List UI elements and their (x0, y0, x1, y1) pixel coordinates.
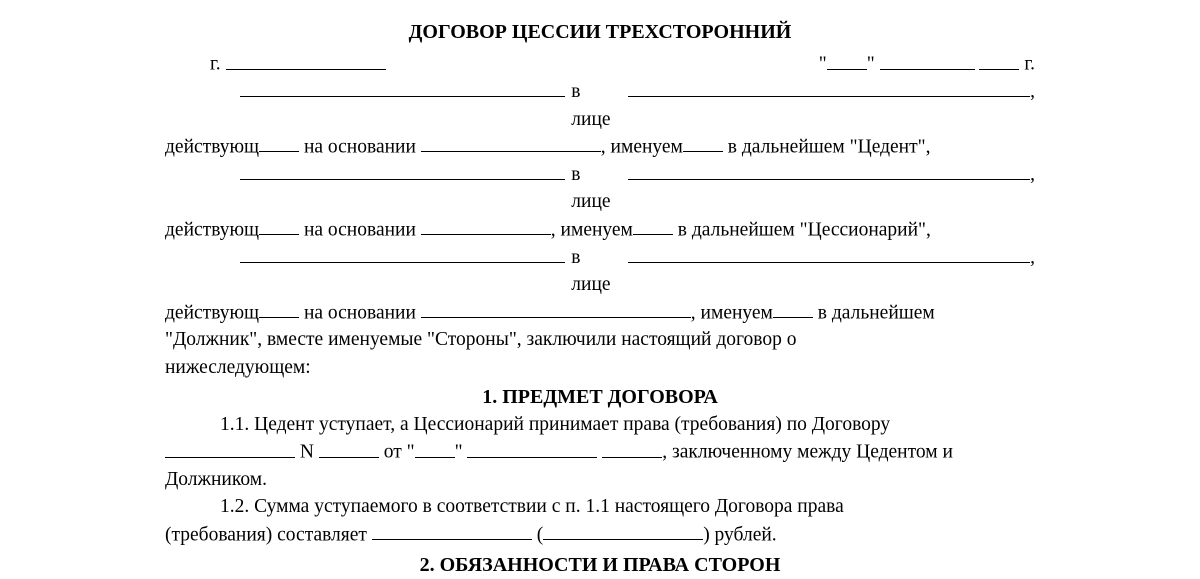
contract-day-blank (415, 438, 455, 458)
cessionary-name-line: в лице , (165, 161, 1035, 216)
clause-1-2-b: (требования) составляет ( ) рублей. (165, 521, 1035, 549)
day-blank (827, 50, 867, 70)
amount-num-blank (372, 521, 532, 541)
acting-1c: , именуем (601, 136, 683, 157)
cessionary-tail: в дальнейшем "Цессионарий", (673, 219, 931, 240)
acting-1b: на основании (299, 136, 421, 157)
together-line-1: "Должник", вместе именуемые "Стороны", з… (165, 326, 1035, 353)
debtor-name-line: в лице , (165, 244, 1035, 299)
cedent-rep-blank (628, 78, 1030, 98)
acting-3c: , именуем (691, 302, 773, 323)
acting-2c: , именуем (551, 219, 633, 240)
document-title: ДОГОВОР ЦЕССИИ ТРЕХСТОРОННИЙ (165, 18, 1035, 46)
acting-1a: действующ (165, 136, 259, 157)
contract-year-blank (602, 438, 662, 458)
document-page: ДОГОВОР ЦЕССИИ ТРЕХСТОРОННИЙ г. " " г. в … (0, 0, 1200, 579)
clause-1-2-b-head: (требования) составляет (165, 524, 372, 545)
cessionary-org-blank (240, 161, 565, 181)
year-label: г. (1024, 54, 1035, 75)
together-line-2: нижеследующем: (165, 354, 1035, 381)
section-1-title: 1. ПРЕДМЕТ ДОГОВОРА (165, 383, 1035, 411)
city-block: г. (210, 50, 386, 78)
contract-num-blank (319, 438, 379, 458)
cessionary-basis-line: действующ на основании , именуем в дальн… (165, 216, 1035, 244)
acting-2b: на основании (299, 219, 421, 240)
city-date-line: г. " " г. (165, 50, 1035, 78)
cessionary-rep-blank (628, 161, 1030, 181)
month-blank (880, 50, 975, 70)
cessionary-basis-blank (421, 216, 551, 236)
year-blank (979, 50, 1019, 70)
face-label-2: в лице (565, 161, 628, 216)
date-block: " " г. (819, 50, 1035, 78)
cedent-basis-blank (421, 133, 601, 153)
debtor-org-blank (240, 244, 565, 264)
contract-month-blank (467, 438, 597, 458)
quote-close-2: " (455, 442, 463, 463)
debtor-tail-b: в дальнейшем (813, 302, 935, 323)
acting-3b: на основании (299, 302, 421, 323)
comma-1: , (1030, 78, 1035, 105)
city-label: г. (210, 54, 221, 75)
cessionary-suffix1-blank (259, 216, 299, 236)
debtor-suffix2-blank (773, 299, 813, 319)
acting-2a: действующ (165, 219, 259, 240)
paren-open: ( (532, 524, 543, 545)
debtor-basis-line: действующ на основании , именуем в дальн… (165, 299, 1035, 327)
comma-3: , (1030, 244, 1035, 271)
clause-1-2-a: 1.2. Сумма уступаемого в соответствии с … (165, 493, 1035, 520)
acting-3a: действующ (165, 302, 259, 323)
city-blank (226, 50, 386, 70)
clause-1-1-b-tail: , заключенному между Цедентом и (662, 442, 953, 463)
quote-open: " (819, 54, 827, 75)
section-2-title: 2. ОБЯЗАННОСТИ И ПРАВА СТОРОН (165, 551, 1035, 579)
paren-close: ) рублей. (703, 524, 777, 545)
label-N: N (295, 442, 319, 463)
face-label-3: в лице (565, 244, 628, 299)
cedent-basis-line: действующ на основании , именуем в дальн… (165, 133, 1035, 161)
cedent-suffix1-blank (259, 133, 299, 153)
cedent-org-blank (240, 78, 565, 98)
cedent-suffix2-blank (683, 133, 723, 153)
cessionary-suffix2-blank (633, 216, 673, 236)
contract-ref-blank (165, 438, 295, 458)
clause-1-1-b: N от " " , заключенному между Цедентом и (165, 438, 1035, 466)
debtor-rep-blank (628, 244, 1030, 264)
debtor-suffix1-blank (259, 299, 299, 319)
amount-words-blank (543, 521, 703, 541)
face-label-1: в лице (565, 78, 628, 133)
cedent-name-line: в лице , (165, 78, 1035, 133)
label-ot: от (379, 442, 407, 463)
comma-2: , (1030, 161, 1035, 188)
clause-1-1-c: Должником. (165, 466, 1035, 493)
quote-open-2: " (407, 442, 415, 463)
clause-1-1-a: 1.1. Цедент уступает, а Цессионарий прин… (165, 411, 1035, 438)
quote-close: " (867, 54, 875, 75)
debtor-basis-blank (421, 299, 691, 319)
cedent-tail: в дальнейшем "Цедент", (723, 136, 931, 157)
